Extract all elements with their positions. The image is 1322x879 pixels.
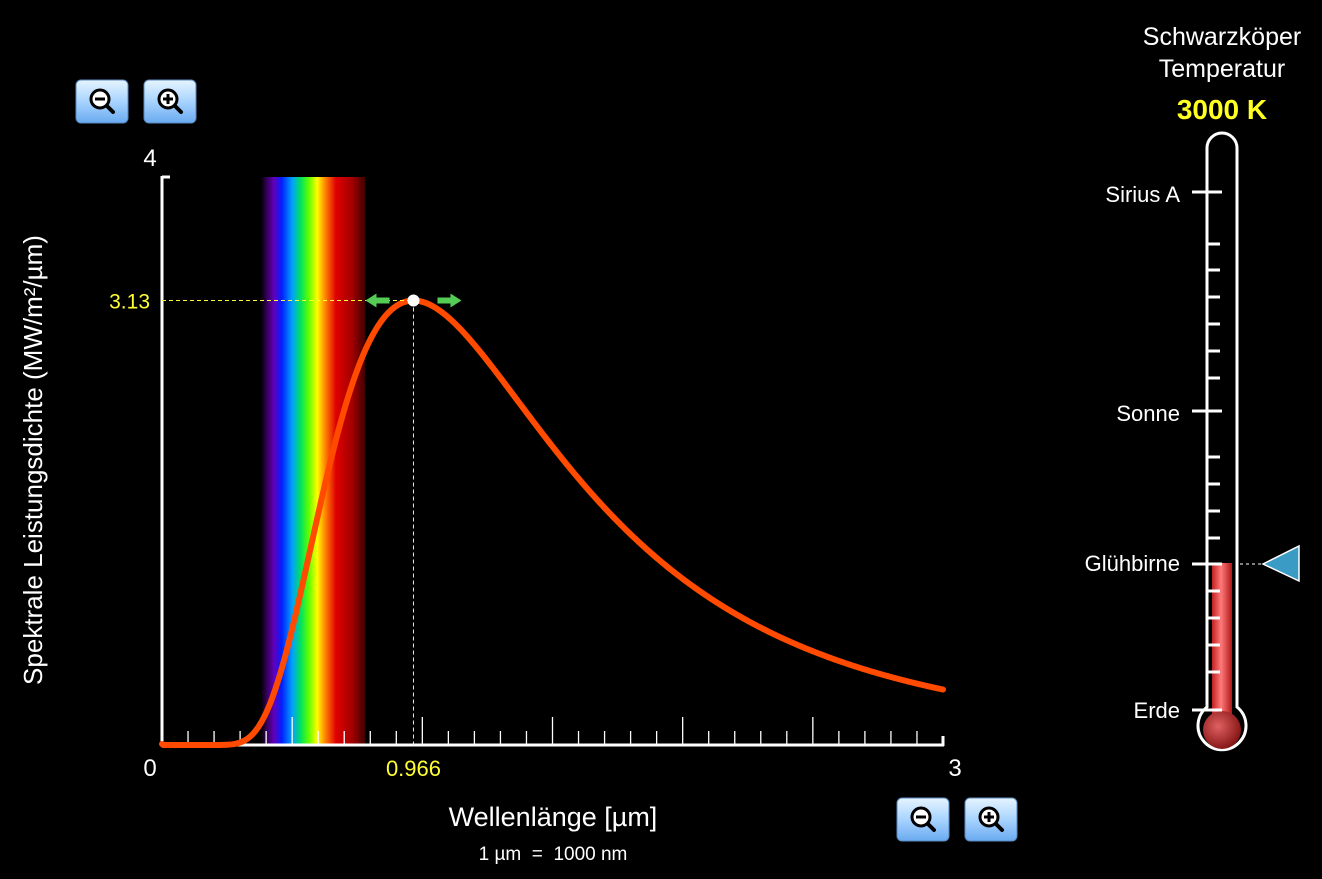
- x-axis-subtitle: 1 µm = 1000 nm: [479, 844, 628, 865]
- thermometer-marker-gluehbirne: Glühbirne: [1085, 551, 1222, 576]
- zoom-out-icon: [910, 806, 936, 832]
- peak-drag-handle[interactable]: [365, 293, 462, 308]
- planck-curve-3000K: [159, 297, 946, 748]
- temperature-value: 3000 K: [1177, 94, 1267, 125]
- peak-x-value-label: 0.966: [386, 756, 441, 781]
- x-axis-min-label: 0: [143, 755, 156, 782]
- thermometer-marker-sonne: Sonne: [1116, 401, 1222, 426]
- marker-label-sonne: Sonne: [1116, 401, 1180, 426]
- x-axis-max-label: 3: [948, 755, 961, 782]
- thermometer: [1196, 131, 1248, 752]
- thermometer-title-line2: Temperatur: [1159, 55, 1285, 83]
- marker-label-sirius-a: Sirius A: [1105, 182, 1180, 207]
- y-axis-title: Spektrale Leistungsdichte (MW/m²/µm): [18, 235, 48, 685]
- visible-spectrum-band: [260, 177, 366, 745]
- peak-point[interactable]: [407, 294, 420, 307]
- x-axis-ticks: [187, 717, 918, 745]
- thermometer-bulb: [1203, 711, 1241, 749]
- thermometer-title-line1: Schwarzköper: [1143, 23, 1301, 51]
- y-axis-max-label: 4: [143, 145, 156, 172]
- marker-label-erde: Erde: [1134, 698, 1180, 723]
- thermometer-panel: Schwarzköper Temperatur 3000 K Sirius A …: [1085, 23, 1301, 752]
- peak-y-value-label: 3.13: [109, 291, 150, 314]
- thermometer-marker-erde: Erde: [1134, 698, 1222, 723]
- left-arrow-icon: [365, 293, 390, 308]
- y-zoom-out-button[interactable]: [75, 79, 129, 124]
- thermometer-scale-ticks: [1208, 242, 1220, 674]
- temperature-slider-handle[interactable]: [1261, 544, 1300, 583]
- right-arrow-icon: [437, 293, 462, 308]
- thermometer-fill: [1212, 563, 1232, 723]
- marker-label-gluehbirne: Glühbirne: [1085, 551, 1180, 576]
- zoom-out-icon: [89, 88, 115, 114]
- zoom-in-icon: [978, 806, 1004, 832]
- x-zoom-in-button[interactable]: [964, 797, 1018, 842]
- x-axis-title: Wellenlänge [µm]: [449, 802, 658, 832]
- y-zoom-in-button[interactable]: [143, 79, 197, 124]
- thermometer-marker-sirius: Sirius A: [1105, 182, 1222, 207]
- x-zoom-out-button[interactable]: [896, 797, 950, 842]
- zoom-in-icon: [157, 88, 183, 114]
